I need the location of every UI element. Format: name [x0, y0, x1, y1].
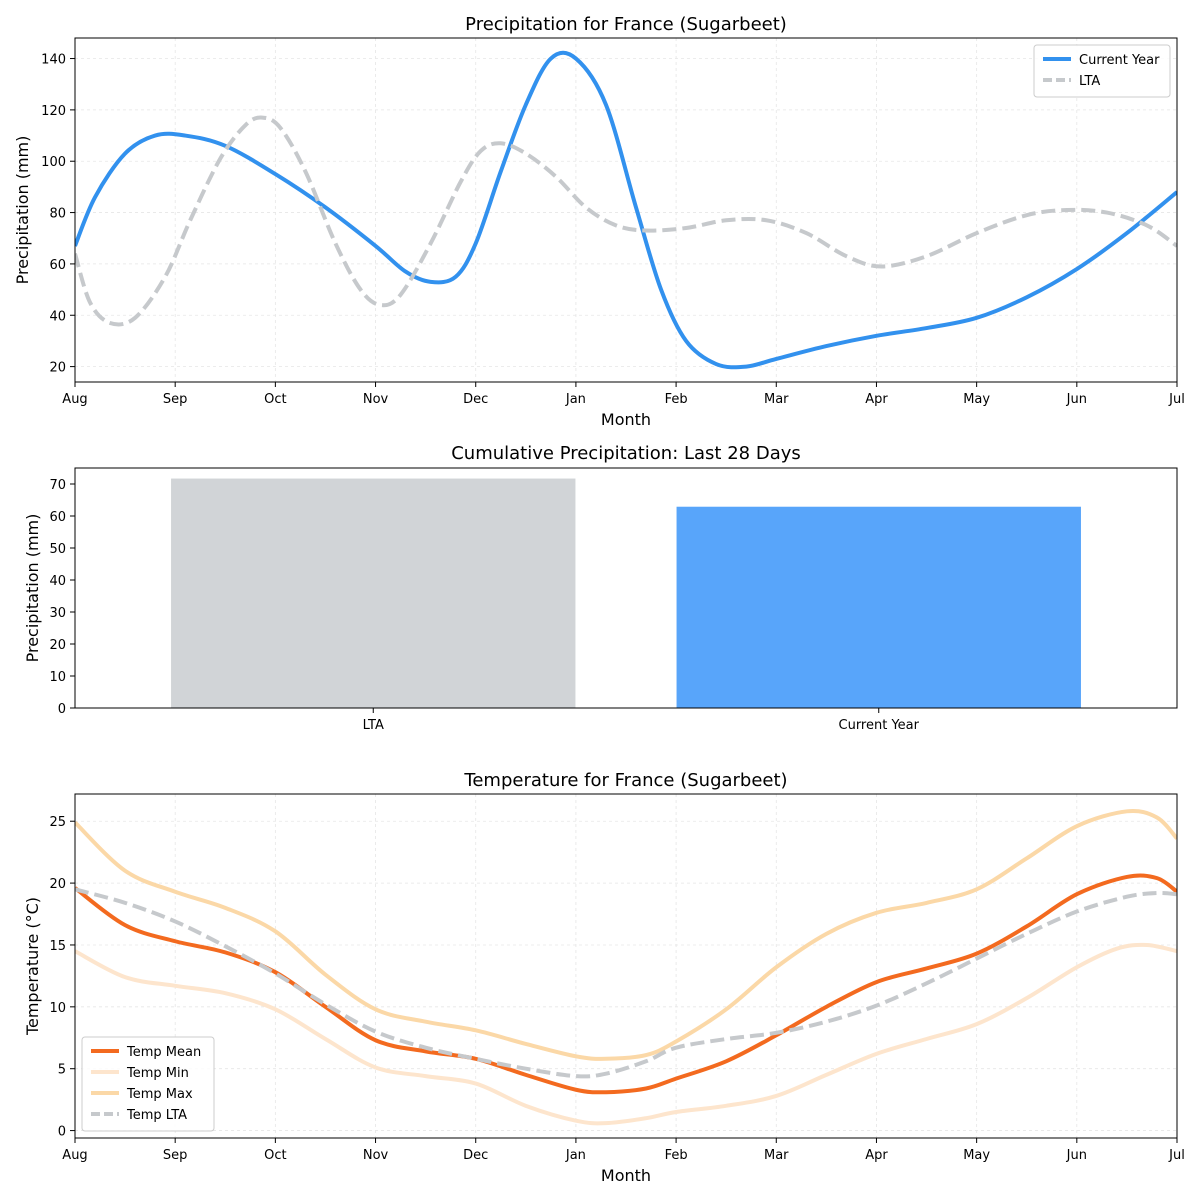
x-tick-label-oct: Oct [264, 1148, 286, 1163]
x-tick-label-feb: Feb [665, 1148, 688, 1163]
x-tick-label-aug: Aug [62, 1148, 87, 1163]
y-tick-label-40: 40 [49, 309, 66, 324]
series-line-temp-mean [75, 873, 1177, 1095]
y-tick-label-60: 60 [49, 510, 66, 525]
x-tick-label-jan: Jan [565, 1148, 586, 1163]
cumulative-precipitation-bar-chart: LTA Current Year 0 10 20 30 40 50 60 70 Cumulative… [23, 443, 1178, 733]
legend: Current Year LTA [1033, 44, 1171, 98]
y-tick-label-120: 120 [41, 104, 66, 119]
y-tick-label-20: 20 [49, 361, 66, 376]
series-group [75, 808, 1177, 1126]
y-tick-label-100: 100 [41, 155, 66, 170]
legend-label-temp-max: Temp Max [126, 1087, 193, 1102]
x-tick-label-oct: Oct [264, 392, 286, 407]
x-tick-label-dec: Dec [463, 392, 488, 407]
chart-title: Temperature for France (Sugarbeet) [463, 770, 787, 791]
y-axis-label: Precipitation (mm) [23, 514, 42, 663]
precipitation-line-chart: Aug Sep Oct Nov Dec Jan Feb Mar Apr May Jun Jul 20 40… [13, 14, 1185, 429]
y-tick-label-25: 25 [49, 815, 66, 830]
y-tick-label-0: 0 [58, 702, 66, 717]
bar-lta [171, 478, 576, 708]
y-tick-label-10: 10 [49, 670, 66, 685]
temperature-line-chart: Aug Sep Oct Nov Dec Jan Feb Mar Apr May Jun Jul 0 5 10… [23, 770, 1185, 1185]
x-tick-label-current-year: Current Year [839, 718, 920, 733]
y-axis-label: Precipitation (mm) [13, 136, 32, 285]
x-tick-label-apr: Apr [865, 392, 888, 407]
x-tick-label-dec: Dec [463, 1148, 488, 1163]
x-tick-label-sep: Sep [163, 1148, 188, 1163]
legend-label-current-year: Current Year [1079, 53, 1160, 68]
legend-label-temp-lta: Temp LTA [126, 1108, 187, 1123]
series-line-temp-max [75, 808, 1177, 1061]
grid-lines [74, 38, 1178, 382]
x-tick-label-jun: Jun [1066, 1148, 1087, 1163]
legend-label-lta: LTA [1079, 74, 1100, 89]
y-tick-label-70: 70 [49, 478, 66, 493]
series-line-lta [75, 115, 1177, 327]
x-tick-label-may: May [963, 392, 990, 407]
y-tick-label-5: 5 [58, 1063, 66, 1078]
x-tick-label-jun: Jun [1066, 392, 1087, 407]
x-tick-label-mar: Mar [764, 1148, 789, 1163]
series-line-current-year [75, 50, 1177, 370]
y-axis-label: Temperature (°C) [23, 897, 42, 1036]
y-tick-label-20: 20 [49, 877, 66, 892]
y-tick-label-50: 50 [49, 542, 66, 557]
plot-frame [74, 467, 1178, 709]
x-tick-label-mar: Mar [764, 392, 789, 407]
y-tick-label-60: 60 [49, 258, 66, 273]
plot-frame [74, 793, 1178, 1139]
x-tick-label-may: May [963, 1148, 990, 1163]
series-line-temp-min [75, 942, 1177, 1126]
chart-title: Cumulative Precipitation: Last 28 Days [451, 443, 801, 464]
y-tick-label-80: 80 [49, 207, 66, 222]
x-tick-label-jul: Jul [1168, 392, 1185, 407]
legend-label-temp-mean: Temp Mean [126, 1045, 201, 1060]
y-tick-label-0: 0 [58, 1125, 66, 1140]
y-tick-label-10: 10 [49, 1001, 66, 1016]
y-tick-label-20: 20 [49, 638, 66, 653]
x-tick-label-feb: Feb [665, 392, 688, 407]
series-line-temp-lta [75, 887, 1177, 1079]
y-tick-label-30: 30 [49, 606, 66, 621]
x-tick-label-apr: Apr [865, 1148, 888, 1163]
x-tick-label-nov: Nov [363, 392, 389, 407]
x-tick-label-jul: Jul [1168, 1148, 1185, 1163]
series-group [75, 50, 1177, 370]
y-tick-label-40: 40 [49, 574, 66, 589]
x-tick-label-lta: LTA [363, 718, 384, 733]
x-axis-label: Month [601, 1166, 651, 1185]
x-axis-label: Month [601, 410, 651, 429]
y-tick-label-140: 140 [41, 53, 66, 68]
legend-box [81, 1036, 215, 1132]
legend: Temp Mean Temp Min Temp Max Temp LTA [81, 1036, 215, 1132]
x-tick-label-nov: Nov [363, 1148, 389, 1163]
x-tick-label-jan: Jan [565, 392, 586, 407]
y-tick-label-15: 15 [49, 939, 66, 954]
bar-current-year [676, 506, 1081, 708]
x-tick-label-aug: Aug [62, 392, 87, 407]
legend-label-temp-min: Temp Min [126, 1066, 189, 1081]
chart-title: Precipitation for France (Sugarbeet) [465, 14, 787, 35]
plot-frame [74, 37, 1178, 383]
x-tick-label-sep: Sep [163, 392, 188, 407]
